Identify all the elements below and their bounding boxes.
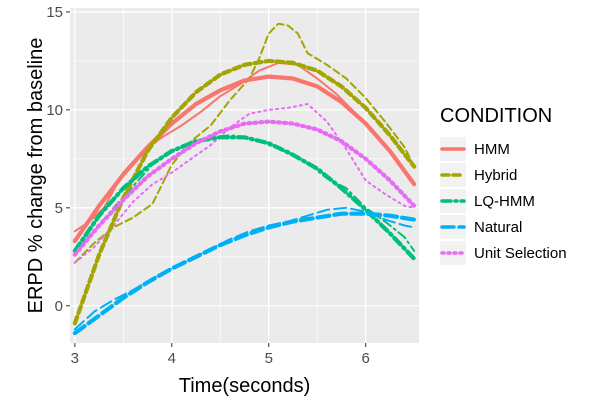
x-tick-label: 4 xyxy=(168,350,176,367)
legend-label: Unit Selection xyxy=(474,245,567,262)
series-line-fit-0 xyxy=(72,74,417,244)
legend-label: Hybrid xyxy=(474,167,517,184)
legend-label: Natural xyxy=(474,219,522,236)
x-tick-label: 6 xyxy=(362,350,370,367)
legend-label: HMM xyxy=(474,141,510,158)
y-axis-title: ERPD % change from baseline xyxy=(25,38,47,314)
series-line-fit-4 xyxy=(72,119,417,257)
series-line-raw-4 xyxy=(73,103,416,264)
x-tick-label: 3 xyxy=(71,350,79,367)
y-tick-label: 10 xyxy=(46,102,63,119)
series-line-fit-3 xyxy=(72,211,417,336)
y-tick-label: 0 xyxy=(55,298,63,315)
series-lines xyxy=(72,22,417,336)
legend: CONDITION HMM Hybrid LQ-HMM Natural Unit Sel… xyxy=(440,105,567,265)
x-tick-label: 5 xyxy=(265,350,273,367)
series-line-fit-2 xyxy=(72,135,417,261)
axes: 3 4 5 6 0 5 10 15 xyxy=(46,4,370,367)
legend-label: LQ-HMM xyxy=(474,193,535,210)
y-tick-label: 15 xyxy=(46,4,63,21)
series-line-raw-1 xyxy=(73,22,416,264)
legend-title: CONDITION xyxy=(440,105,552,127)
x-axis-title: Time(seconds) xyxy=(179,375,311,397)
y-tick-label: 5 xyxy=(55,200,63,217)
grid xyxy=(70,8,419,343)
